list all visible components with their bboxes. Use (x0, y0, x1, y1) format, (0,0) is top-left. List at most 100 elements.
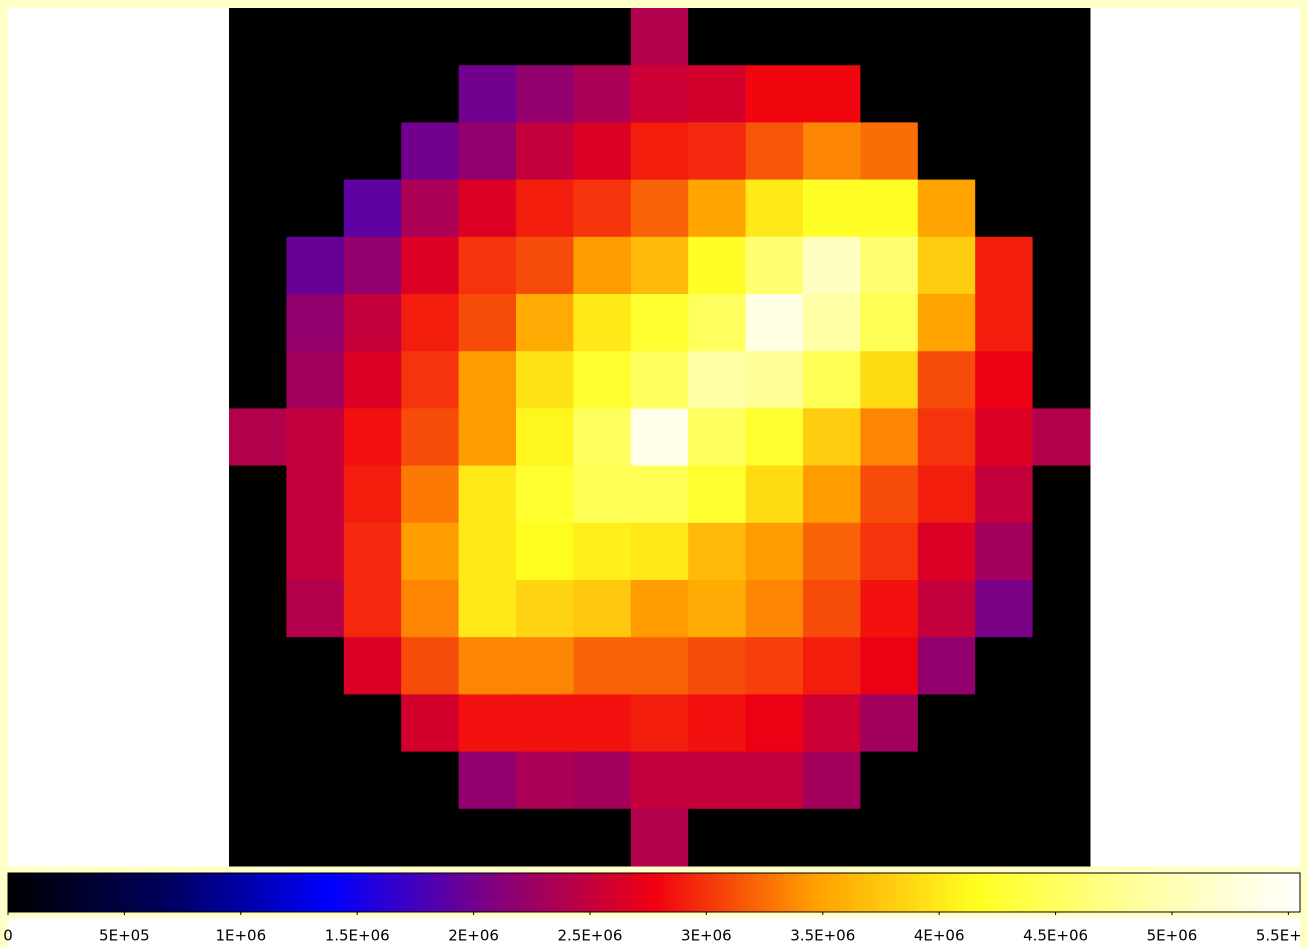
pixel (458, 694, 517, 753)
colorbar-swatch (876, 873, 881, 912)
colorbar-swatch (412, 873, 417, 912)
colorbar-swatch (56, 873, 61, 912)
colorbar-swatch (1184, 873, 1189, 912)
colorbar-swatch (760, 873, 765, 912)
colorbar-swatch (896, 873, 901, 912)
pixel (286, 8, 345, 66)
pixel (630, 65, 689, 123)
pixel (1032, 179, 1091, 238)
pixel (516, 522, 574, 581)
pixel (803, 8, 861, 66)
colorbar-swatch (784, 873, 789, 912)
colorbar-swatch (660, 873, 665, 912)
colorbar-swatch (984, 873, 989, 912)
colorbar-swatch (164, 873, 169, 912)
colorbar-tick-label: 5E+06 (1147, 927, 1198, 945)
colorbar-swatch (1152, 873, 1157, 912)
colorbar-swatch (332, 873, 337, 912)
pixel (343, 808, 402, 867)
colorbar-swatch (340, 873, 345, 912)
pixel (516, 236, 574, 295)
pixel (458, 637, 517, 695)
colorbar-swatch (1104, 873, 1109, 912)
pixel (745, 522, 804, 581)
colorbar-swatch (228, 873, 233, 912)
colorbar-labels: 0 5E+05 1E+06 1.5E+06 2E+06 2.5E+06 3E+06 3.5E+… (3, 927, 1300, 945)
pixel (401, 179, 460, 238)
colorbar-swatch (336, 873, 341, 912)
pixel (803, 580, 861, 638)
colorbar-swatch (172, 873, 177, 912)
colorbar-swatch (1156, 873, 1161, 912)
pixel (1032, 294, 1091, 352)
colorbar-swatch (704, 873, 709, 912)
colorbar-swatch (840, 873, 845, 912)
pixel (343, 637, 402, 695)
pixel (516, 408, 574, 467)
colorbar-swatch (676, 873, 681, 912)
colorbar-swatch (200, 873, 205, 912)
colorbar-swatch (96, 873, 101, 912)
pixel (458, 122, 517, 181)
colorbar-swatch (388, 873, 393, 912)
colorbar-swatch (380, 873, 385, 912)
pixel (860, 408, 919, 467)
colorbar-swatch (804, 873, 809, 912)
pixel (229, 580, 287, 638)
pixel (401, 294, 460, 352)
pixel (917, 179, 976, 238)
pixel (975, 122, 1034, 181)
colorbar-swatch (1028, 873, 1033, 912)
colorbar-swatch (136, 873, 141, 912)
colorbar-swatch (1256, 873, 1261, 912)
pixel (286, 465, 345, 524)
pixel (401, 351, 460, 409)
colorbar-swatch (980, 873, 985, 912)
pixel (229, 465, 287, 524)
colorbar-swatch (316, 873, 321, 912)
pixel (975, 694, 1034, 753)
colorbar-swatch (1100, 873, 1105, 912)
colorbar-swatch (592, 873, 597, 912)
pixel (860, 65, 919, 123)
colorbar-swatch (1080, 873, 1085, 912)
colorbar-swatch (972, 873, 977, 912)
colorbar-tick-label: 1.5E+06 (325, 927, 390, 945)
pixel (975, 179, 1034, 238)
colorbar-swatch (552, 873, 557, 912)
colorbar-swatch (404, 873, 409, 912)
pixel (630, 122, 689, 181)
colorbar-swatch (1296, 873, 1301, 912)
colorbar-swatch (212, 873, 217, 912)
colorbar-swatch (644, 873, 649, 912)
pixel (343, 522, 402, 581)
colorbar-swatch (1132, 873, 1137, 912)
pixel (401, 465, 460, 524)
pixel (917, 522, 976, 581)
colorbar-swatch (1068, 873, 1073, 912)
pixel (630, 808, 689, 867)
pixel (229, 637, 287, 695)
colorbar-swatch (52, 873, 57, 912)
colorbar-swatch (964, 873, 969, 912)
colorbar-swatch (1020, 873, 1025, 912)
pixel (917, 122, 976, 181)
colorbar-swatch (1244, 873, 1249, 912)
colorbar-swatch (752, 873, 757, 912)
pixel (860, 236, 919, 295)
colorbar-swatch (1044, 873, 1049, 912)
pixel (573, 236, 632, 295)
colorbar-swatch (912, 873, 917, 912)
pixel (630, 465, 689, 524)
pixel (917, 65, 976, 123)
colorbar-swatch (572, 873, 577, 912)
colorbar-swatch (168, 873, 173, 912)
pixel (630, 294, 689, 352)
colorbar-swatch (832, 873, 837, 912)
colorbar-swatch (160, 873, 165, 912)
pixel (688, 236, 747, 295)
pixel (516, 351, 574, 409)
pixel (458, 408, 517, 467)
colorbar-swatch (1128, 873, 1133, 912)
colorbar-swatch (44, 873, 49, 912)
